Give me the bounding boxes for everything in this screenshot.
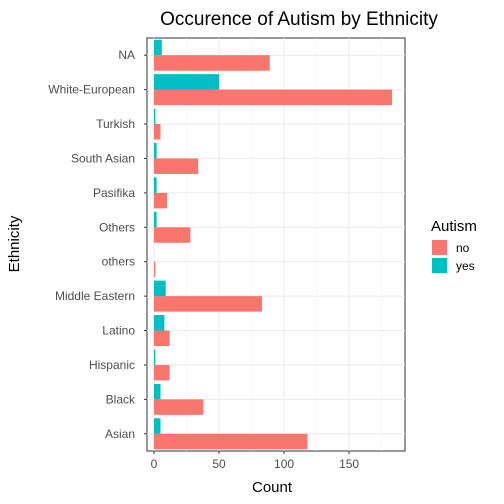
category-label: Others (99, 220, 135, 234)
bar-yes (154, 74, 220, 90)
bar-yes (154, 142, 157, 159)
category-label: others (102, 255, 135, 269)
x-axis-title: Count (252, 479, 293, 496)
category-label: White-European (48, 83, 135, 97)
bar-yes (154, 383, 161, 400)
chart-title: Occurence of Autism by Ethnicity (160, 9, 438, 30)
plot-panel (146, 37, 406, 452)
legend-label-no: no (456, 241, 470, 255)
bar-no (154, 89, 392, 106)
category-label: South Asian (71, 151, 135, 165)
category-label: Latino (102, 324, 135, 338)
legend-key-yes (432, 258, 447, 273)
category-labels: Asian Black Hispanic Latino Middle Eastern o… (48, 48, 147, 441)
x-axis-ticks: 0 50 100 150 (151, 451, 359, 471)
bar-yes (154, 211, 157, 228)
bar-yes (154, 315, 165, 331)
category-label: Hispanic (89, 358, 135, 372)
bar-no (154, 433, 308, 450)
bar-yes (154, 349, 156, 365)
x-tick-label: 150 (339, 457, 359, 471)
bar-no (154, 261, 156, 278)
bar-no (154, 124, 161, 140)
legend-key-no (432, 240, 447, 255)
legend-title: Autism (431, 218, 477, 235)
bar-no (154, 158, 199, 174)
bars-layer (154, 39, 392, 450)
category-label: NA (118, 48, 135, 62)
bar-no (154, 330, 170, 347)
bar-no (154, 399, 204, 415)
category-label: Turkish (96, 117, 135, 131)
bar-yes (154, 108, 156, 125)
x-tick-label: 0 (151, 457, 158, 471)
bar-yes (154, 418, 161, 434)
category-label: Pasifika (93, 186, 135, 200)
bar-yes (154, 39, 162, 56)
bar-no (154, 192, 168, 209)
bar-no (154, 55, 270, 71)
category-label: Black (106, 392, 136, 406)
x-tick-label: 100 (274, 457, 294, 471)
bar-no (154, 227, 191, 243)
x-tick-label: 50 (212, 457, 226, 471)
legend-label-yes: yes (456, 259, 475, 273)
bar-yes (154, 177, 157, 193)
category-label: Asian (105, 427, 135, 441)
category-label: Middle Eastern (55, 289, 135, 303)
bar-no (154, 296, 262, 312)
bar-no (154, 364, 170, 381)
bar-yes (154, 280, 166, 297)
y-axis-title: Ethnicity (6, 215, 23, 272)
legend: Autism no yes (431, 218, 477, 273)
